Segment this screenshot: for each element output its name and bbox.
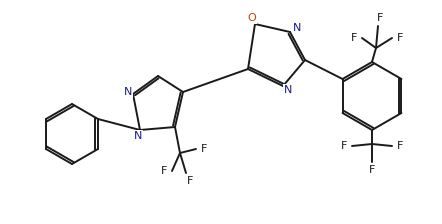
Text: F: F	[161, 166, 167, 176]
Text: F: F	[397, 141, 403, 151]
Text: O: O	[248, 13, 256, 23]
Text: F: F	[377, 13, 383, 23]
Text: F: F	[369, 165, 375, 175]
Text: N: N	[134, 131, 142, 141]
Text: F: F	[397, 33, 403, 43]
Text: N: N	[124, 87, 132, 97]
Text: F: F	[351, 33, 357, 43]
Text: F: F	[341, 141, 347, 151]
Text: F: F	[187, 176, 193, 186]
Text: N: N	[293, 23, 301, 33]
Text: N: N	[284, 85, 292, 95]
Text: F: F	[201, 144, 207, 154]
